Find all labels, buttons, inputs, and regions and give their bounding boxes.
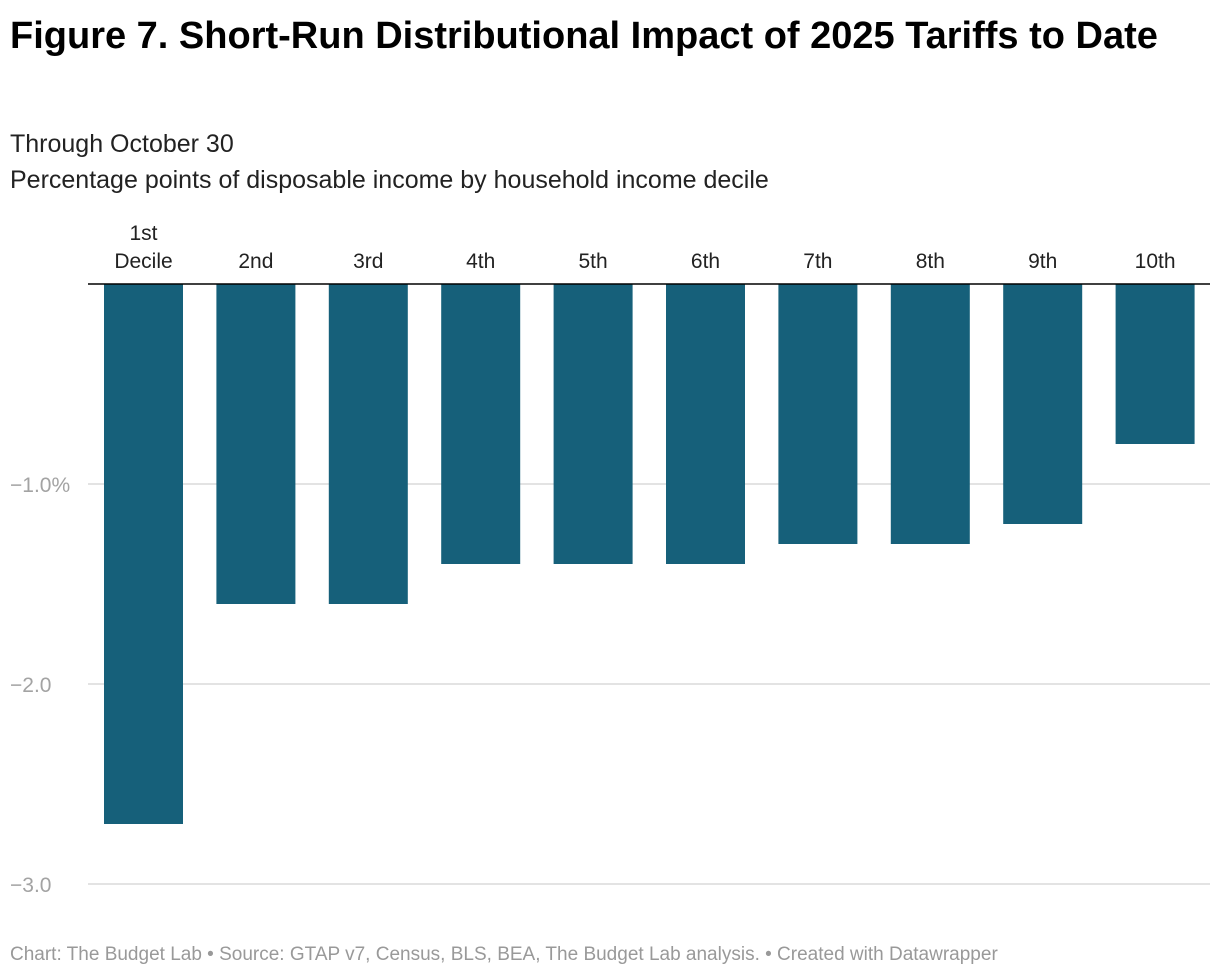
x-tick-label: 1st — [129, 222, 157, 245]
y-tick-label: −2.0 — [10, 674, 51, 697]
bar — [216, 284, 296, 604]
bar — [1003, 284, 1083, 524]
bar — [104, 284, 183, 824]
x-tick-label: 5th — [578, 250, 607, 273]
x-tick-label: 6th — [691, 250, 720, 273]
bar — [778, 284, 858, 544]
bar — [553, 284, 633, 564]
chart-footer: Chart: The Budget Lab • Source: GTAP v7,… — [10, 944, 998, 965]
x-tick-label: 9th — [1028, 250, 1057, 273]
x-tick-label: 3rd — [353, 250, 383, 273]
y-tick-label: −3.0 — [10, 874, 51, 897]
chart-title: Figure 7. Short-Run Distributional Impac… — [10, 15, 1158, 57]
y-tick-label: −1.0% — [10, 474, 70, 497]
bar — [666, 284, 745, 564]
bar — [890, 284, 970, 544]
bar — [1115, 284, 1195, 444]
bar — [328, 284, 408, 604]
x-tick-label: 2nd — [238, 250, 273, 273]
chart-subtitle: Through October 30 — [10, 130, 234, 158]
bar — [441, 284, 521, 564]
x-tick-label: Decile — [114, 250, 172, 273]
x-tick-label: 7th — [803, 250, 832, 273]
bar-chart: −1.0% −2.0 −3.0 1st Decile 2nd 3rd 4th 5th 6th 7th… — [10, 222, 1210, 897]
chart-description: Percentage points of disposable income b… — [10, 166, 769, 194]
x-tick-label: 4th — [466, 250, 495, 273]
x-tick-label: 8th — [916, 250, 945, 273]
x-tick-label: 10th — [1135, 250, 1176, 273]
